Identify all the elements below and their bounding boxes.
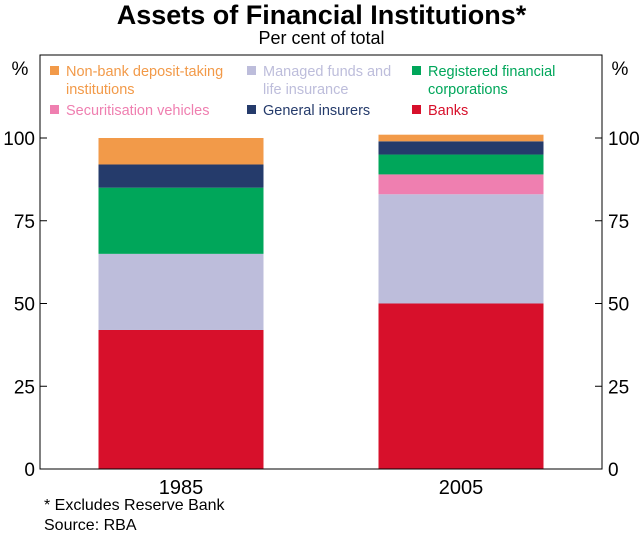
- bar-segment-2005-5: [378, 134, 544, 142]
- bar-segment-2005-3: [378, 154, 544, 175]
- legend-label: Banks: [428, 103, 468, 119]
- right-tick-label: 50: [608, 295, 629, 316]
- bar-segment-1985-0: [98, 329, 264, 469]
- left-tick-label: 75: [14, 212, 35, 233]
- left-tick-label: 100: [3, 129, 35, 150]
- bar-segment-2005-1: [378, 194, 544, 304]
- bar-segment-1985-5: [98, 138, 264, 165]
- legend-swatch: [50, 66, 59, 75]
- bar-segment-1985-3: [98, 187, 264, 254]
- source-note: Source: RBA: [44, 517, 137, 534]
- legend-label: General insurers: [263, 103, 370, 119]
- left-tick-label: 0: [24, 460, 35, 481]
- right-tick-label: 75: [608, 212, 629, 233]
- left-tick-label: 50: [14, 295, 35, 316]
- legend-label: Registered financial: [428, 64, 555, 80]
- legend-label: Managed funds and: [263, 64, 391, 80]
- bar-segment-1985-1: [98, 253, 264, 330]
- bar-segment-2005-0: [378, 303, 544, 469]
- chart-subtitle: Per cent of total: [258, 28, 385, 48]
- right-tick-label: 25: [608, 377, 629, 398]
- legend-swatch: [50, 105, 59, 114]
- bars-layer: 1985 2005: [98, 134, 544, 499]
- right-tick-label: 0: [608, 460, 619, 481]
- axis-ticks: 0 0 25 25 50 50 75 75 100 100: [3, 129, 639, 481]
- left-axis-unit: %: [12, 59, 29, 80]
- x-tick-label: 2005: [439, 477, 484, 499]
- legend-label: institutions: [66, 82, 135, 98]
- bar-segment-1985-4: [98, 164, 264, 188]
- legend-label: corporations: [428, 82, 508, 98]
- right-axis-unit: %: [612, 59, 629, 80]
- footnote: * Excludes Reserve Bank: [44, 497, 225, 514]
- legend-swatch: [247, 105, 256, 114]
- right-tick-label: 100: [608, 129, 640, 150]
- x-tick-label: 1985: [159, 477, 204, 499]
- legend-swatch: [412, 66, 421, 75]
- left-tick-label: 25: [14, 377, 35, 398]
- legend-label: Securitisation vehicles: [66, 103, 209, 119]
- legend-label: Non-bank deposit-taking: [66, 64, 223, 80]
- legend-swatch: [247, 66, 256, 75]
- legend: Non-bank deposit-taking institutions Manag…: [50, 64, 555, 119]
- legend-swatch: [412, 105, 421, 114]
- bar-segment-2005-2: [378, 174, 544, 195]
- bar-segment-2005-4: [378, 141, 544, 155]
- plot-frame: [39, 54, 603, 470]
- legend-label: life insurance: [263, 82, 348, 98]
- chart-title: Assets of Financial Institutions*: [116, 0, 527, 30]
